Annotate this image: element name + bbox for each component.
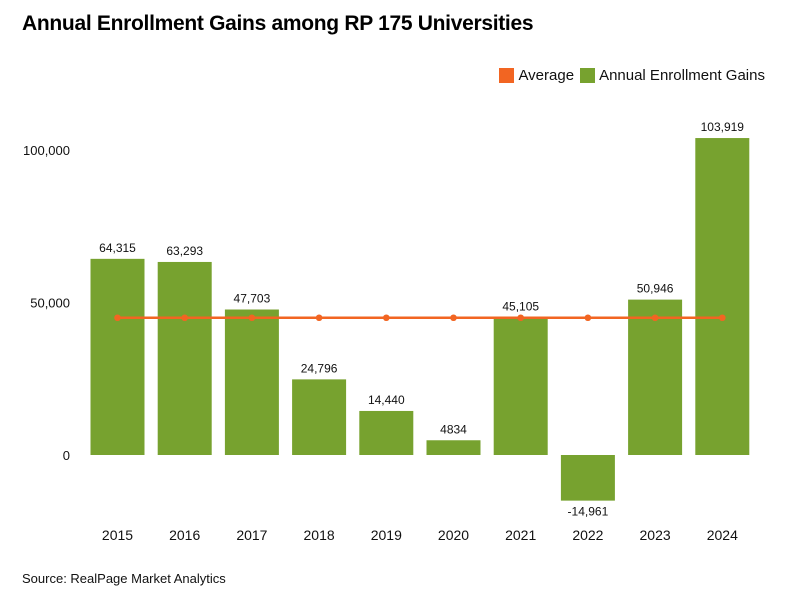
data-label-2021: 45,105 [502,299,539,313]
average-point-2017 [248,314,256,322]
bar-2016 [157,261,212,455]
data-label-2017: 47,703 [234,292,271,306]
legend-swatch-average [499,68,515,83]
y-tick-label: 100,000 [23,143,70,158]
bar-2021 [493,317,548,455]
chart-title: Annual Enrollment Gains among RP 175 Uni… [22,12,534,35]
bar-2017 [224,309,279,455]
bar-2024 [695,138,750,455]
average-point-2020 [450,314,457,322]
legend-item-gains: Annual Enrollment Gains [580,67,765,84]
average-point-2021 [517,314,524,322]
average-point-2019 [383,314,390,322]
average-point-2024 [719,314,726,322]
legend-label-gains: Annual Enrollment Gains [599,67,765,84]
bar-2015 [90,258,145,455]
data-label-2024: 103,919 [701,120,745,134]
bar-2023 [628,299,683,455]
legend: Average Annual Enrollment Gains [493,67,765,84]
x-tick-label: 2022 [572,527,603,543]
data-label-2018: 24,796 [301,361,338,375]
x-tick-label: 2019 [371,527,402,543]
average-point-2016 [181,314,188,322]
data-label-2020: 4834 [440,422,467,436]
x-tick-label: 2016 [169,527,200,543]
legend-swatch-gains [580,68,596,83]
average-point-2023 [651,314,659,322]
y-tick-label: 50,000 [30,296,70,311]
average-point-2015 [114,314,121,322]
data-label-2016: 63,293 [166,244,203,258]
data-label-2022: -14,961 [568,505,609,519]
data-label-2023: 50,946 [637,282,674,296]
x-tick-label: 2024 [707,527,738,543]
data-label-2019: 14,440 [368,393,405,407]
legend-label-average: Average [518,67,575,84]
x-tick-label: 2021 [505,527,536,543]
average-point-2022 [584,314,592,322]
legend-item-average: Average [499,67,574,84]
bar-2018 [292,379,347,455]
bar-2020 [426,440,481,455]
y-tick-label: 0 [63,448,70,463]
x-tick-label: 2018 [304,527,335,543]
x-tick-label: 2017 [236,527,267,543]
data-label-2015: 64,315 [99,241,136,255]
x-tick-label: 2020 [438,527,469,543]
bar-2022 [560,455,615,501]
source-note: Source: RealPage Market Analytics [22,571,226,586]
x-tick-label: 2023 [640,527,671,543]
bar-2019 [359,410,414,455]
average-point-2018 [315,314,323,322]
x-tick-label: 2015 [102,527,133,543]
